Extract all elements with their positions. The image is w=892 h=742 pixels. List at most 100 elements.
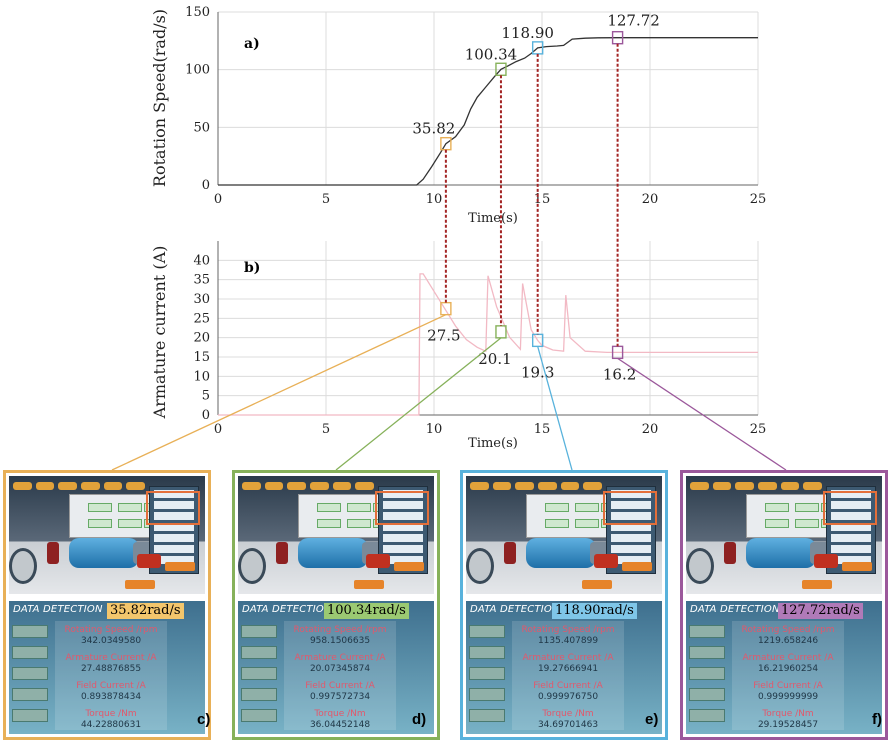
menu-tab[interactable] (538, 482, 557, 490)
readout-value: 29.19528457 (757, 720, 819, 730)
side-buttons (241, 625, 277, 730)
readout-value: 19.27666941 (537, 664, 599, 674)
readout-value: 44.22880631 (80, 720, 142, 730)
menu-bar (13, 482, 146, 490)
readout-label: Torque /Nm (85, 709, 137, 719)
stop-button[interactable] (594, 554, 618, 568)
data-panel: DATA DETECTION 118.90rad/s Rotating Spee… (460, 470, 668, 740)
panel-connector-line (537, 346, 573, 471)
menu-tab[interactable] (103, 482, 123, 490)
indicator (118, 519, 142, 528)
flywheel (686, 548, 714, 584)
stop-button[interactable] (137, 554, 161, 568)
x-tick-label: 0 (214, 192, 222, 207)
menu-tab[interactable] (712, 482, 732, 490)
panel-letter: d) (412, 711, 427, 728)
data-panel: DATA DETECTION 127.72rad/s Rotating Spee… (680, 470, 888, 740)
menu-tab[interactable] (470, 482, 489, 490)
speed-tag: 127.72rad/s (778, 603, 863, 619)
menu-tab[interactable] (126, 482, 146, 490)
chart-b-armature-current: 0 5 10 15 20 25 0 5 10 15 20 25 30 35 40 Time(s) Armatur… (150, 241, 766, 451)
menu-tab[interactable] (735, 482, 755, 490)
y-tick-label: 100 (185, 63, 210, 78)
y-tick-label: 50 (193, 120, 210, 135)
readout-value: 0.999976750 (537, 692, 599, 702)
x-tick-label: 20 (642, 422, 659, 437)
readout-value: 0.893878434 (80, 692, 142, 702)
speed-tag: 100.34rad/s (324, 603, 409, 619)
coupling (504, 542, 516, 564)
speed-tag: 118.90rad/s (552, 603, 637, 619)
panel-connector-line (335, 337, 502, 471)
readout-value: 0.999999999 (757, 692, 819, 702)
data-detection-area: DATA DETECTION 127.72rad/s Rotating Spee… (686, 601, 882, 734)
plot-area (218, 241, 758, 415)
motor (746, 538, 816, 568)
reset-button[interactable] (125, 580, 155, 589)
y-axis-label: Armature current (A) (150, 246, 169, 420)
menu-tab[interactable] (355, 482, 375, 490)
flywheel (9, 548, 37, 584)
simulation-scene (238, 476, 434, 594)
menu-tab[interactable] (690, 482, 709, 490)
menu-tab[interactable] (13, 482, 32, 490)
y-axis-label: Rotation Speed(rad/s) (150, 9, 169, 187)
coupling (276, 542, 288, 564)
y-tick-label: 10 (193, 369, 210, 384)
menu-tab[interactable] (583, 482, 603, 490)
readout-label: Torque /Nm (542, 709, 594, 719)
readout-label: Torque /Nm (314, 709, 366, 719)
y-tick-label: 20 (193, 331, 210, 346)
breaking-button[interactable] (842, 562, 872, 571)
x-tick-label: 20 (642, 192, 659, 207)
simulation-scene (9, 476, 205, 594)
selected-readout (823, 491, 877, 525)
y-tick-label: 0 (202, 178, 210, 193)
indicator (347, 503, 371, 512)
menu-tab[interactable] (515, 482, 535, 490)
reset-button[interactable] (582, 580, 612, 589)
chart-a-rotation-speed: 0 5 10 15 20 25 0 50 100 150 Time(s) Rotation Speed… (150, 5, 766, 226)
x-tick-label: 5 (322, 422, 330, 437)
breaking-button[interactable] (165, 562, 195, 571)
menu-tab[interactable] (287, 482, 307, 490)
menu-tab[interactable] (492, 482, 512, 490)
readout-label: Armature Current /A (294, 653, 386, 663)
menu-tab[interactable] (332, 482, 352, 490)
reset-button[interactable] (802, 580, 832, 589)
indicator (317, 503, 341, 512)
readout-value: 27.48876855 (80, 664, 142, 674)
readout-value: 1219.658246 (757, 636, 819, 646)
y-tick-label: 40 (193, 253, 210, 268)
stop-button[interactable] (814, 554, 838, 568)
menu-tab[interactable] (310, 482, 329, 490)
indicator (317, 519, 341, 528)
panel-connector-line (617, 357, 787, 471)
readout-column: Rotating Speed /rpm 1219.658246 Armature C… (732, 621, 844, 730)
motor (69, 538, 139, 568)
menu-tab[interactable] (560, 482, 580, 490)
breaking-button[interactable] (622, 562, 652, 571)
data-label: 19.3 (521, 363, 554, 381)
menu-tab[interactable] (242, 482, 261, 490)
breaking-button[interactable] (394, 562, 424, 571)
y-tick-label: 15 (193, 350, 210, 365)
menu-tab[interactable] (803, 482, 823, 490)
selected-readout (375, 491, 429, 525)
menu-tab[interactable] (758, 482, 777, 490)
menu-tab[interactable] (264, 482, 284, 490)
speed-tag: 35.82rad/s (107, 603, 184, 619)
readout-label: Rotating Speed /rpm (741, 625, 835, 635)
x-tick-label: 15 (534, 192, 551, 207)
stop-button[interactable] (366, 554, 390, 568)
menu-tab[interactable] (81, 482, 100, 490)
indicator (795, 519, 819, 528)
readout-value: 20.07345874 (309, 664, 371, 674)
reset-button[interactable] (354, 580, 384, 589)
data-detection-title: DATA DETECTION (242, 604, 332, 615)
selected-readout (146, 491, 200, 525)
menu-tab[interactable] (35, 482, 55, 490)
menu-tab[interactable] (58, 482, 78, 490)
y-tick-label: 0 (202, 408, 210, 423)
menu-tab[interactable] (780, 482, 800, 490)
